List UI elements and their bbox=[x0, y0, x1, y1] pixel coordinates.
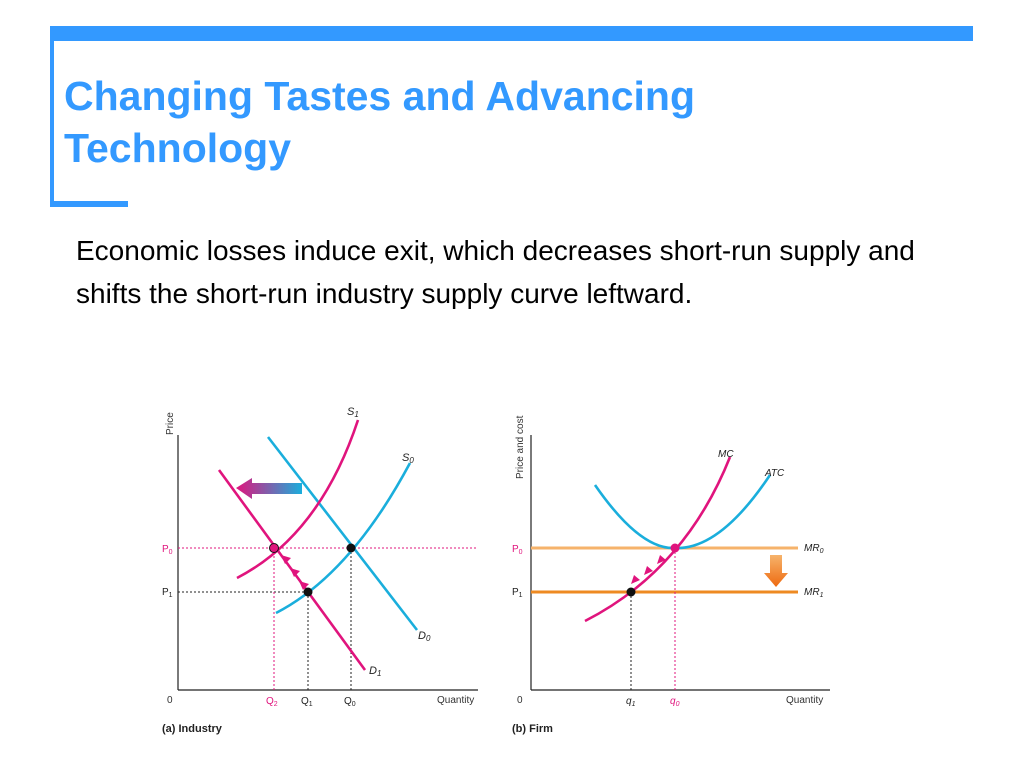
firm-mc-label: MC bbox=[718, 449, 734, 460]
industry-x-axis-label: Quantity bbox=[437, 695, 474, 706]
industry-leftward-shift-arrow bbox=[236, 478, 302, 499]
panel-firm: Price and cost Quantity 0 MC ATC MR0 MR1… bbox=[512, 415, 830, 735]
slide-title: Changing Tastes and Advancing Technology bbox=[64, 70, 944, 174]
industry-original-equilibrium-point bbox=[346, 543, 356, 553]
industry-d0-curve bbox=[266, 436, 419, 631]
industry-new-equilibrium-point bbox=[269, 543, 279, 553]
firm-mr0-label: MR0 bbox=[804, 543, 824, 555]
industry-movement-arrows bbox=[281, 555, 309, 590]
firm-downward-shift-arrow bbox=[764, 555, 788, 587]
industry-p1-label: P1 bbox=[162, 587, 173, 599]
firm-mc-curve bbox=[584, 456, 732, 623]
industry-q2-label: Q2 bbox=[266, 696, 278, 708]
firm-q0-label: q0 bbox=[670, 696, 680, 708]
firm-q1-label: q1 bbox=[626, 696, 636, 708]
firm-short-run-point bbox=[626, 587, 636, 597]
industry-p0-label: P0 bbox=[162, 544, 173, 556]
industry-d0-label: D0 bbox=[418, 630, 431, 643]
title-line-2: Technology bbox=[64, 125, 292, 171]
firm-y-axis-label: Price and cost bbox=[515, 415, 526, 479]
industry-q1-label: Q1 bbox=[301, 696, 313, 708]
industry-s1-curve bbox=[236, 419, 360, 580]
firm-x-axis-label: Quantity bbox=[786, 695, 823, 706]
industry-short-run-point bbox=[303, 587, 313, 597]
panel-industry: Price Quantity 0 S1 S0 D0 D1 P0 bbox=[162, 406, 478, 735]
industry-d1-label: D1 bbox=[369, 665, 381, 678]
industry-y-axis-label: Price bbox=[165, 412, 176, 435]
firm-movement-arrows bbox=[631, 555, 666, 584]
firm-atc-label: ATC bbox=[764, 468, 785, 479]
industry-origin-label: 0 bbox=[167, 695, 173, 706]
firm-p0-label: P0 bbox=[512, 544, 523, 556]
firm-p1-label: P1 bbox=[512, 587, 523, 599]
firm-origin-label: 0 bbox=[517, 695, 523, 706]
slide-body-text: Economic losses induce exit, which decre… bbox=[76, 235, 915, 309]
industry-s0-label: S0 bbox=[402, 452, 414, 465]
title-left-bar bbox=[50, 26, 54, 206]
firm-mr1-label: MR1 bbox=[804, 587, 824, 599]
title-top-bar bbox=[50, 26, 973, 41]
industry-caption: (a) Industry bbox=[162, 723, 223, 735]
economics-diagram: Price Quantity 0 S1 S0 D0 D1 P0 bbox=[162, 406, 830, 735]
industry-s0-curve bbox=[275, 462, 412, 615]
industry-q0-label: Q0 bbox=[344, 696, 356, 708]
industry-s1-label: S1 bbox=[347, 406, 359, 419]
title-bottom-stub bbox=[50, 201, 128, 207]
firm-original-point bbox=[670, 543, 680, 553]
firm-atc-curve bbox=[593, 474, 772, 550]
firm-caption: (b) Firm bbox=[512, 723, 553, 735]
title-line-1: Changing Tastes and Advancing bbox=[64, 73, 696, 119]
